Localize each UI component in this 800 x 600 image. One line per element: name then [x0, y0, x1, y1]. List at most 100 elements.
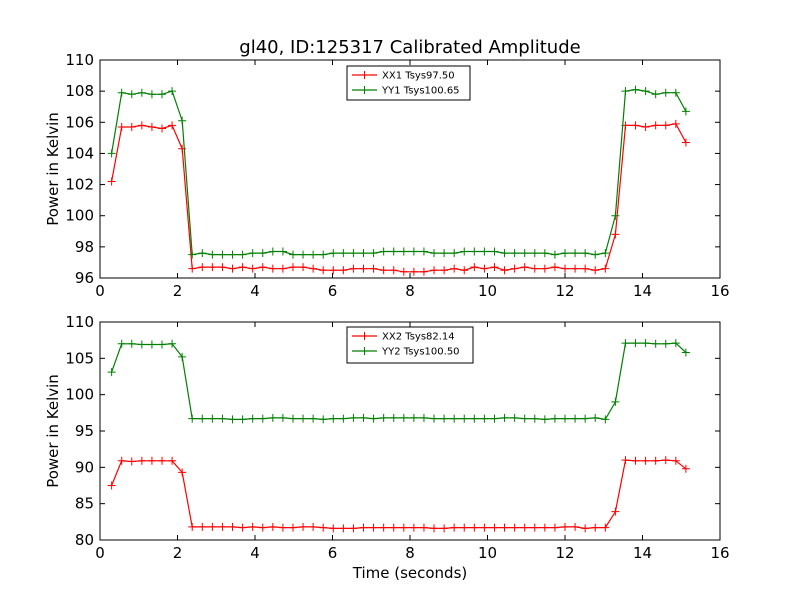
- x-tick-label: 10: [478, 544, 497, 562]
- y-tick-label: 108: [65, 82, 94, 100]
- data-point: [470, 247, 479, 256]
- data-point: [278, 264, 287, 273]
- data-point: [268, 522, 277, 531]
- data-point: [299, 414, 308, 423]
- x-tick-label: 2: [173, 544, 183, 562]
- data-point: [460, 523, 469, 532]
- legend: XX2 Tsys82.14 YY2 Tsys100.50: [346, 326, 474, 364]
- y-tick-label: 95: [75, 422, 94, 440]
- data-point: [238, 523, 247, 532]
- x-tick-label: 8: [405, 544, 415, 562]
- data-point: [500, 266, 509, 275]
- data-point: [258, 523, 267, 532]
- y-tick-label: 96: [75, 269, 94, 287]
- data-point: [228, 250, 237, 259]
- data-point: [500, 413, 509, 422]
- data-point: [661, 456, 670, 465]
- data-point: [581, 524, 590, 533]
- data-point: [107, 481, 116, 490]
- data-point: [379, 266, 388, 275]
- data-point: [319, 415, 328, 424]
- legend-marker: [360, 347, 369, 355]
- data-point: [651, 456, 660, 465]
- data-point: [278, 247, 287, 256]
- data-point: [641, 87, 650, 96]
- data-point: [480, 247, 489, 256]
- data-point: [510, 264, 519, 273]
- data-point: [490, 523, 499, 532]
- x-axis-label: Time (seconds): [352, 564, 468, 582]
- data-point: [601, 264, 610, 273]
- data-point: [117, 456, 126, 465]
- data-point: [168, 456, 177, 465]
- top-plot: 0 2 4 6 8 10 12 14 16 96 98 100 102 104 106 108 110 Power…: [44, 51, 730, 300]
- data-point: [490, 263, 499, 272]
- data-point: [288, 250, 297, 259]
- data-point: [168, 87, 177, 96]
- data-point: [621, 456, 630, 465]
- data-point: [288, 523, 297, 532]
- x-tick-label: 4: [250, 282, 260, 300]
- data-point: [520, 523, 529, 532]
- data-point: [440, 266, 449, 275]
- data-point: [339, 266, 348, 275]
- data-point: [369, 264, 378, 273]
- data-point: [158, 90, 166, 99]
- series-yy2: [107, 339, 690, 424]
- data-point: [299, 522, 308, 531]
- data-point: [147, 90, 156, 99]
- data-point: [349, 249, 358, 258]
- data-point: [671, 88, 680, 97]
- data-point: [188, 250, 197, 259]
- data-point: [681, 138, 690, 147]
- data-point: [530, 414, 539, 423]
- legend-label: XX1 Tsys97.50: [382, 71, 455, 82]
- series-xx1: [107, 119, 690, 276]
- y-tick-label: 85: [75, 495, 94, 513]
- data-point: [611, 230, 620, 239]
- data-point: [480, 264, 489, 273]
- data-point: [561, 522, 569, 531]
- data-point: [399, 523, 408, 532]
- data-point: [379, 523, 388, 532]
- data-point: [178, 352, 187, 361]
- legend: XX1 Tsys97.50 YY1 Tsys100.65: [346, 65, 471, 101]
- y-tick-label: 105: [65, 349, 94, 367]
- data-point: [339, 249, 348, 258]
- data-point: [218, 414, 227, 423]
- data-point: [510, 249, 519, 258]
- data-point: [168, 339, 177, 348]
- data-point: [299, 263, 308, 272]
- data-point: [339, 524, 348, 533]
- data-point: [359, 523, 368, 532]
- data-point: [540, 249, 549, 258]
- data-point: [470, 263, 479, 272]
- bottom-plot: 0 2 4 6 8 10 12 14 16 80 85 90 95 100 105 110 Power in K…: [44, 313, 730, 582]
- data-point: [399, 247, 408, 256]
- data-point: [329, 524, 338, 533]
- data-point: [188, 522, 197, 531]
- x-tick-label: 16: [710, 282, 729, 300]
- data-point: [107, 149, 116, 158]
- data-point: [641, 122, 650, 131]
- data-point: [601, 415, 610, 424]
- data-point: [399, 413, 408, 422]
- data-point: [168, 121, 177, 130]
- data-point: [329, 249, 338, 258]
- data-point: [631, 456, 640, 465]
- data-point: [258, 414, 267, 423]
- series-yy1: [107, 85, 690, 259]
- data-point: [550, 250, 559, 259]
- data-point: [631, 85, 640, 94]
- data-point: [500, 523, 509, 532]
- data-point: [278, 413, 287, 422]
- data-point: [460, 414, 469, 423]
- data-point: [419, 267, 428, 276]
- data-point: [248, 249, 257, 258]
- legend-box: [346, 65, 471, 101]
- y-tick-label: 102: [65, 176, 94, 194]
- data-point: [258, 263, 267, 272]
- data-point: [107, 368, 116, 377]
- data-point: [309, 264, 318, 273]
- data-point: [591, 523, 600, 532]
